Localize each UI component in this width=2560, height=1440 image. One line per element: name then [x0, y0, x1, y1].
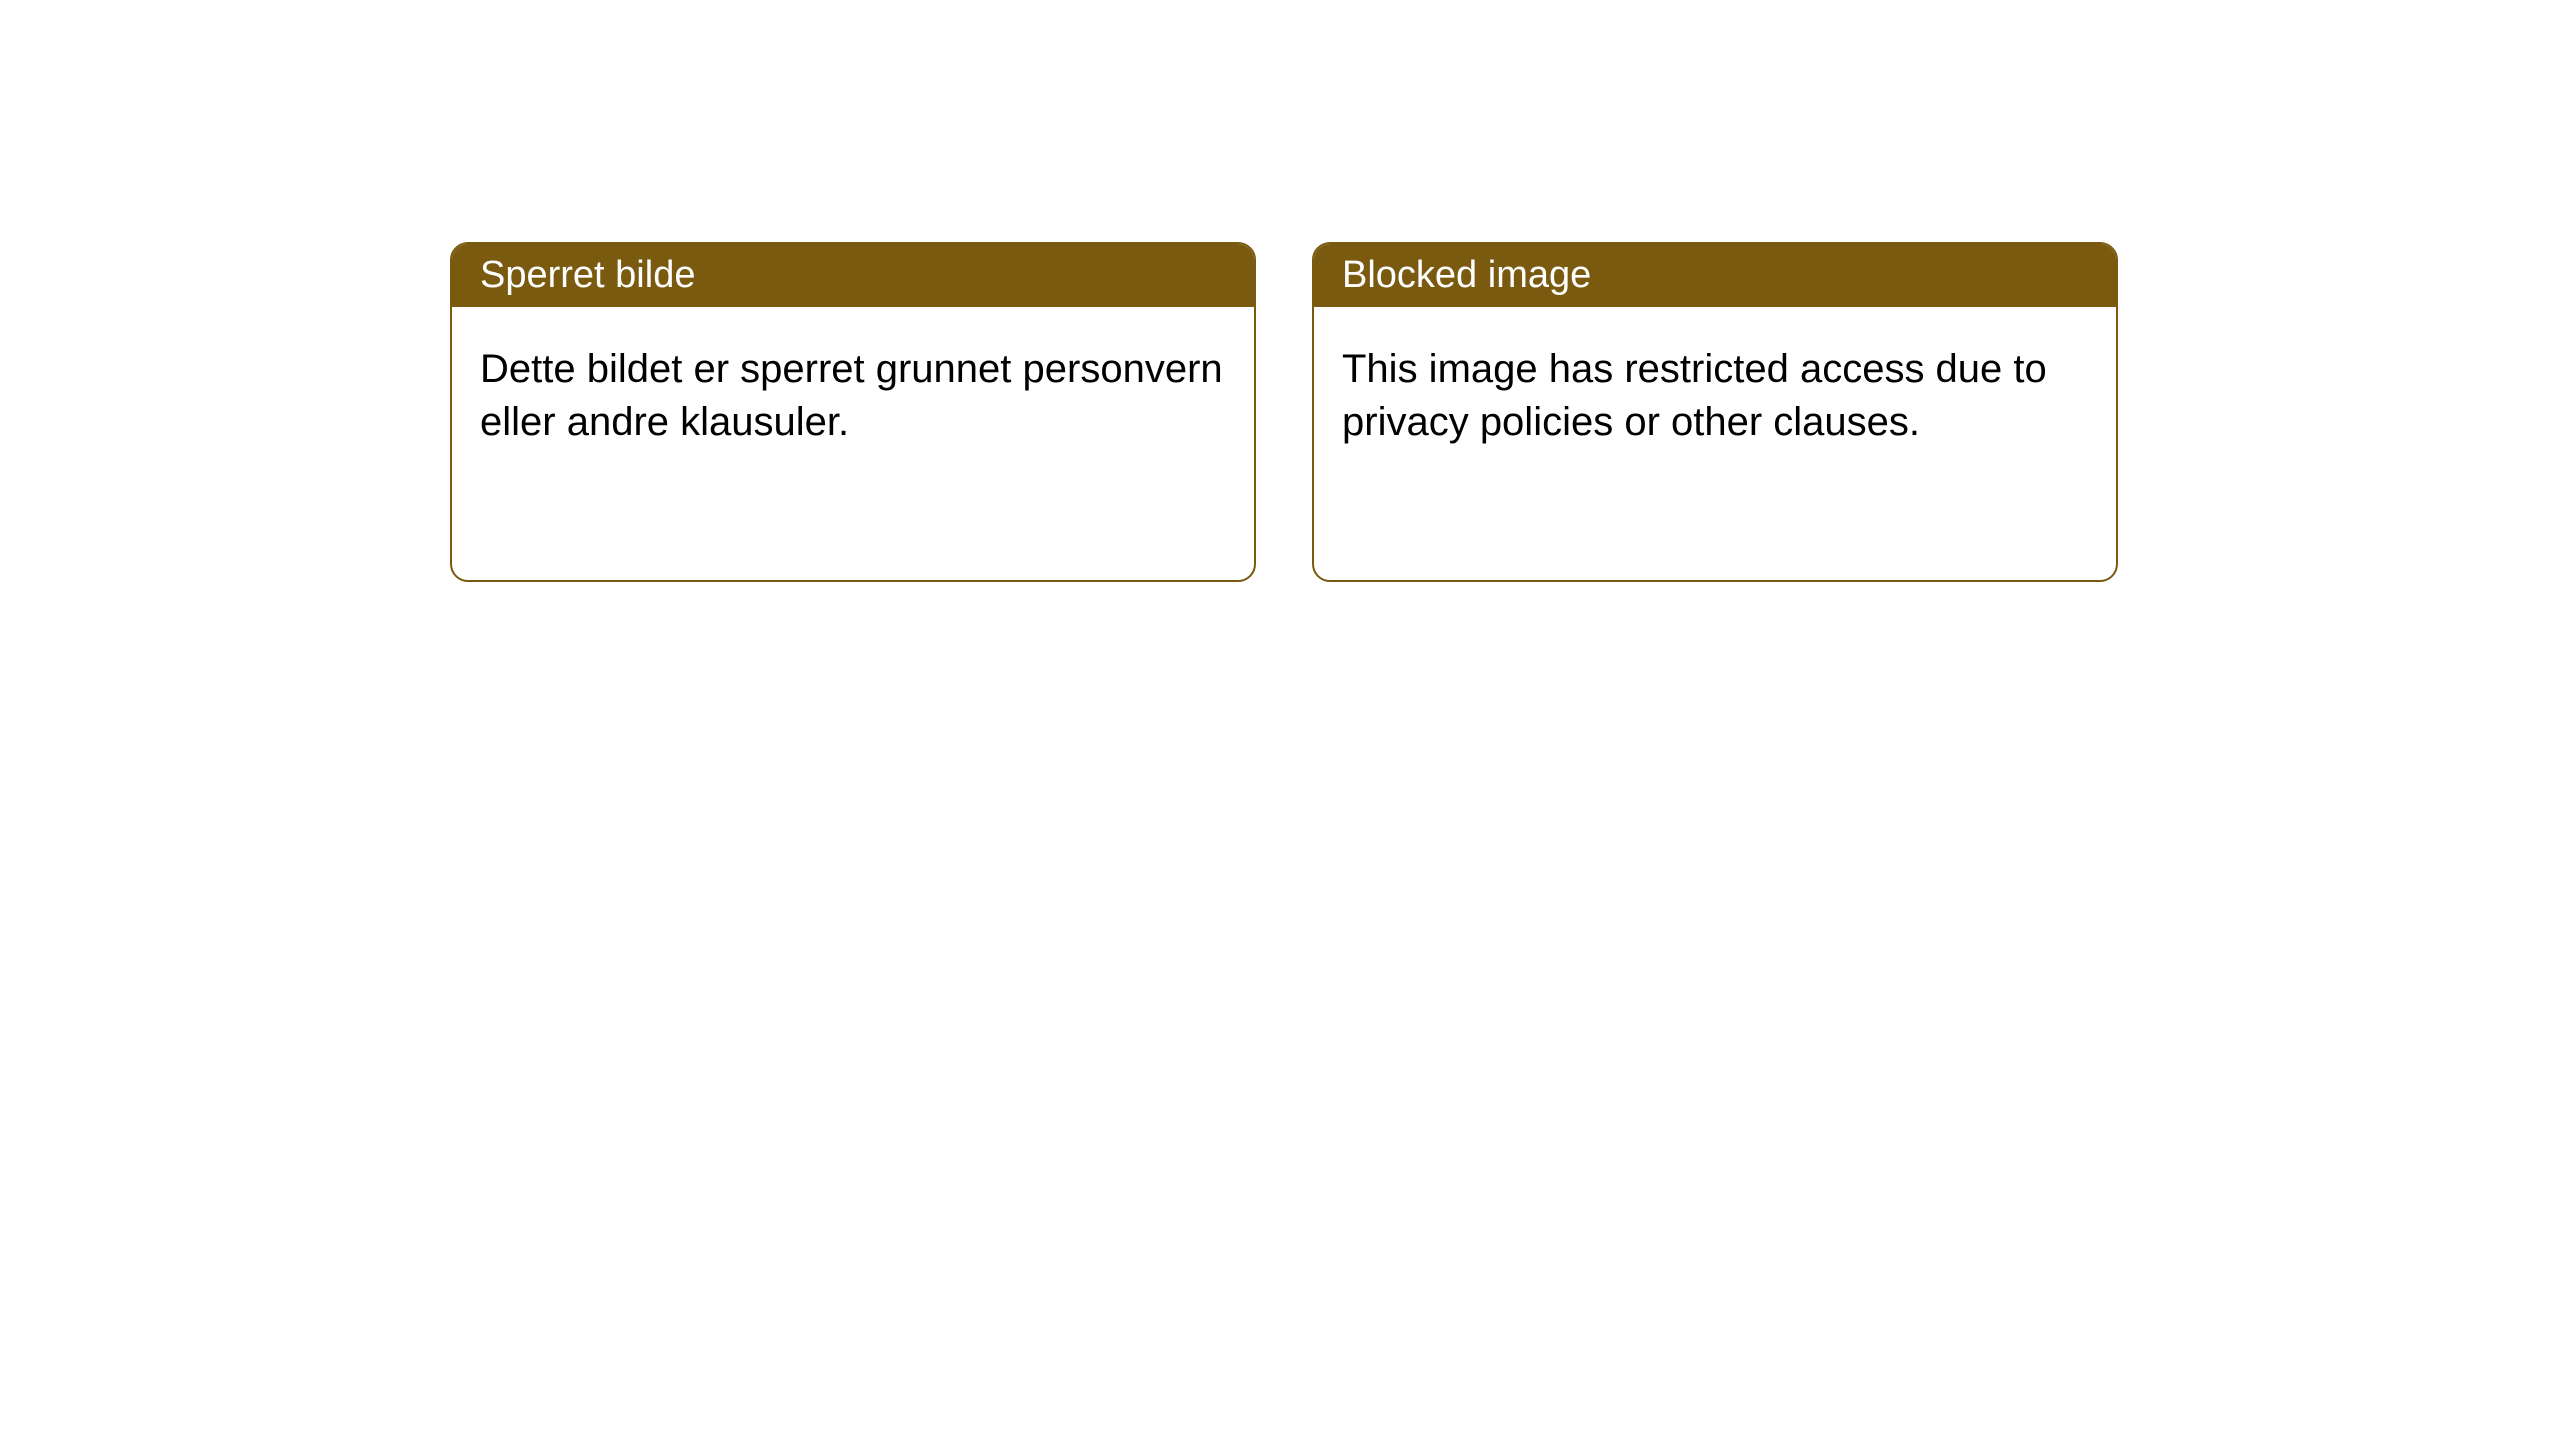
card-body: Dette bildet er sperret grunnet personve…	[452, 307, 1254, 485]
blocked-image-card-no: Sperret bilde Dette bildet er sperret gr…	[450, 242, 1256, 582]
card-title: Sperret bilde	[452, 244, 1254, 307]
card-body: This image has restricted access due to …	[1314, 307, 2116, 485]
card-container: Sperret bilde Dette bildet er sperret gr…	[0, 0, 2560, 582]
blocked-image-card-en: Blocked image This image has restricted …	[1312, 242, 2118, 582]
card-title: Blocked image	[1314, 244, 2116, 307]
